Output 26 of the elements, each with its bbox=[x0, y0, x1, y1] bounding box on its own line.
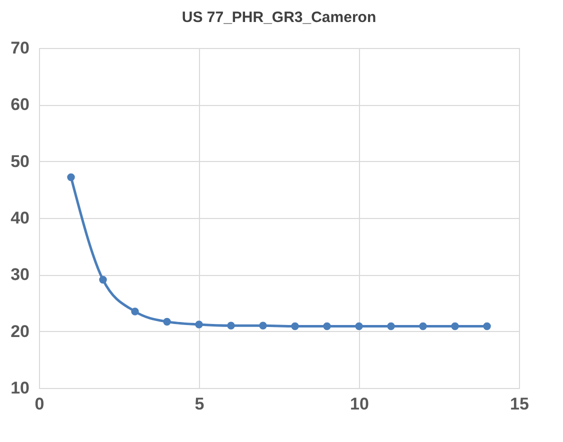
point bbox=[451, 322, 459, 330]
y-tick-label: 30 bbox=[10, 265, 30, 284]
point bbox=[67, 173, 75, 182]
x-tick-label: 0 bbox=[34, 394, 44, 414]
point bbox=[131, 308, 139, 316]
point bbox=[291, 322, 299, 330]
point bbox=[419, 322, 427, 330]
chart-title: US 77_PHR_GR3_Cameron bbox=[182, 9, 376, 26]
point bbox=[323, 322, 331, 330]
x-tick-label: 5 bbox=[194, 394, 204, 414]
y-tick-label: 70 bbox=[10, 38, 30, 58]
y-tick-label: 60 bbox=[10, 95, 30, 114]
point bbox=[483, 322, 491, 330]
y-tick-label: 10 bbox=[10, 378, 30, 398]
point bbox=[259, 322, 267, 330]
y-tick-label: 50 bbox=[10, 152, 30, 171]
x-tick-label: 15 bbox=[510, 394, 529, 414]
point bbox=[355, 322, 363, 330]
x-tick-label: 10 bbox=[350, 394, 369, 414]
y-tick-label: 40 bbox=[10, 208, 30, 228]
point bbox=[195, 320, 203, 328]
y-tick-label: 20 bbox=[10, 322, 30, 341]
point bbox=[99, 276, 107, 284]
point bbox=[387, 322, 395, 330]
point bbox=[163, 318, 171, 326]
point bbox=[227, 322, 235, 330]
